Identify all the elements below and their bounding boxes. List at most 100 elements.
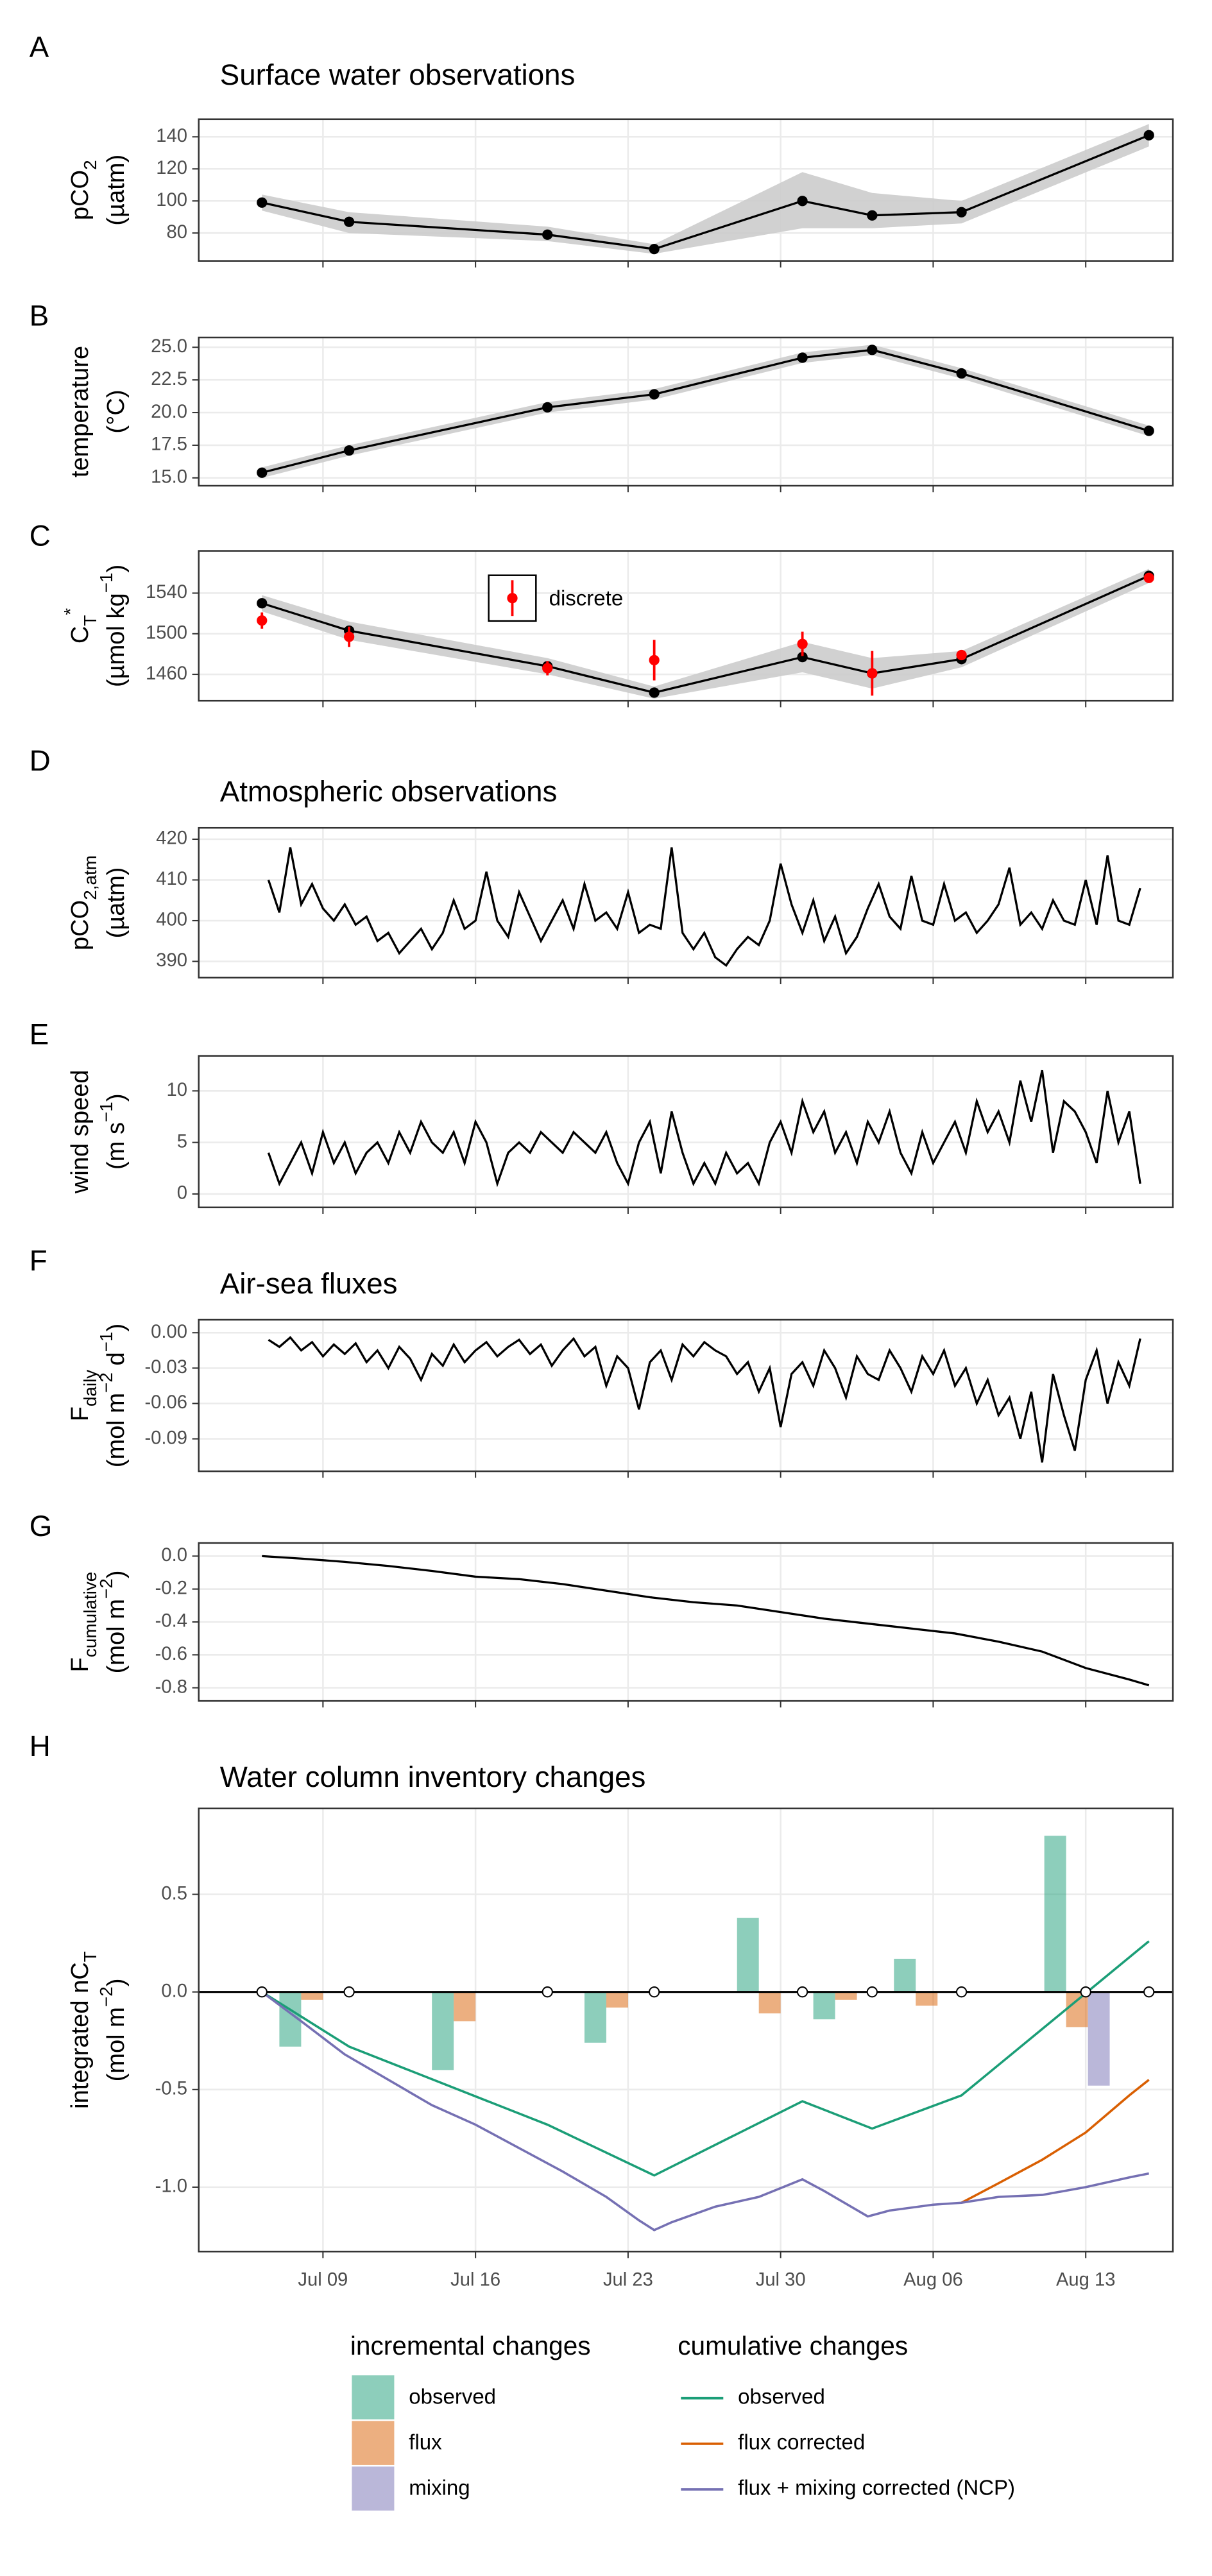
sample-marker (796, 1986, 808, 1998)
y-tick-label: 20.0 (151, 402, 187, 422)
y-axis-label: (µmol kg−1) (96, 565, 130, 687)
sample-marker (1143, 1986, 1155, 1998)
panel-letter: B (30, 300, 49, 332)
y-tick-label: -0.5 (155, 2078, 187, 2099)
y-axis-label-part: daily (80, 1370, 100, 1406)
data-point (649, 654, 660, 666)
sample-marker (866, 1986, 878, 1998)
y-tick-label: 0.5 (161, 1883, 187, 1904)
data-point (542, 663, 553, 674)
panel-background (198, 1320, 1174, 1472)
panel-letter: H (30, 1730, 51, 1762)
y-tick-label: -0.6 (155, 1644, 187, 1664)
y-axis-label-part: −2 (96, 1986, 116, 2007)
bar (758, 1992, 781, 2014)
legend-title: incremental changes (350, 2331, 591, 2360)
panel-border (198, 1055, 1174, 1209)
data-point (867, 210, 878, 221)
panel-border (198, 1807, 1174, 2253)
y-axis-label-part: −1 (96, 1332, 116, 1352)
y-axis-label-part: F (67, 1657, 94, 1672)
y-axis-label-part: ) (103, 565, 130, 573)
data-point (956, 649, 967, 661)
bar (813, 1992, 835, 2020)
y-axis-label-part: pCO (67, 170, 94, 220)
confidence-ribbon (262, 124, 1149, 254)
bar (301, 1992, 323, 2000)
panel-title: Atmospheric observations (220, 775, 558, 808)
data-point (542, 402, 553, 413)
y-tick-label: -0.8 (155, 1676, 187, 1697)
y-axis-label-part: (µatm) (103, 155, 130, 226)
data-point (797, 652, 808, 663)
y-tick-label: 1460 (146, 663, 187, 684)
y-axis-label-part: (mol m (103, 1599, 130, 1673)
sample-marker (256, 1986, 268, 1998)
legend-label: discrete (549, 586, 624, 610)
data-point (257, 197, 268, 208)
bar (1044, 1836, 1066, 1992)
y-tick-label: 15.0 (151, 467, 187, 488)
y-axis-label-part: −1 (96, 1102, 116, 1122)
data-line (261, 348, 1150, 474)
data-point (1143, 130, 1154, 141)
y-axis-label: pCO2,atm (67, 855, 100, 950)
y-axis-label: (µatm) (103, 155, 130, 226)
y-axis-label-part: 2,atm (80, 855, 100, 900)
y-tick-label: 10 (167, 1080, 187, 1100)
data-point (956, 368, 967, 379)
panel-letter: A (30, 31, 49, 64)
panel-title: Water column inventory changes (220, 1761, 646, 1793)
data-point (649, 687, 660, 698)
bar (454, 1992, 476, 2022)
y-tick-label: 400 (156, 910, 187, 930)
legend-label: flux (409, 2430, 442, 2454)
y-tick-label: -0.09 (144, 1428, 187, 1448)
y-axis-label-part: 2 (80, 160, 100, 170)
panel-letter: F (30, 1244, 47, 1277)
y-axis-label-part: ) (103, 1324, 130, 1332)
data-line (261, 575, 1150, 694)
y-axis-label-part: −2 (96, 1372, 116, 1393)
y-axis-label-part: −1 (96, 572, 116, 593)
y-tick-label: 0 (177, 1183, 187, 1204)
data-point (257, 467, 268, 478)
bar (737, 1918, 759, 1992)
y-tick-label: -0.2 (155, 1578, 187, 1598)
y-axis-label-part: cumulative (80, 1572, 100, 1657)
y-tick-label: 420 (156, 828, 187, 849)
legend-label: observed (738, 2385, 825, 2409)
legend-key-point (507, 593, 518, 604)
panel-letter: E (30, 1018, 49, 1050)
y-axis-label: wind speed (67, 1070, 94, 1194)
y-tick-label: -0.06 (144, 1392, 187, 1413)
y-axis-label: (mol m−2) (96, 1571, 130, 1674)
data-point (1143, 425, 1154, 436)
data-line (261, 134, 1150, 250)
data-point (649, 244, 660, 255)
y-axis-label: integrated nCT (67, 1951, 100, 2109)
bar (835, 1992, 857, 2000)
panel-border (198, 550, 1174, 702)
bar (1066, 1992, 1088, 2027)
panel-background (198, 1055, 1174, 1207)
y-tick-label: 100 (156, 190, 187, 210)
data-point (797, 196, 808, 207)
y-axis-label: (mol m−2 d−1) (96, 1324, 130, 1467)
y-axis-label-part: ) (103, 1093, 130, 1102)
data-point (257, 615, 268, 626)
y-axis-label: temperature (67, 346, 94, 477)
y-axis-label-part: (µatm) (103, 867, 130, 939)
y-axis-label-part: T (80, 1951, 100, 1962)
y-tick-label: 80 (167, 222, 187, 243)
y-tick-label: -1.0 (155, 2176, 187, 2197)
data-point (344, 631, 355, 642)
sample-marker (343, 1986, 355, 1998)
y-axis-label: (°C) (103, 389, 130, 433)
data-point (649, 389, 660, 400)
y-axis-label: (mol m−2) (96, 1979, 130, 2082)
panel-background (198, 828, 1174, 978)
data-point (1143, 572, 1154, 583)
legend-swatch (352, 2375, 395, 2419)
